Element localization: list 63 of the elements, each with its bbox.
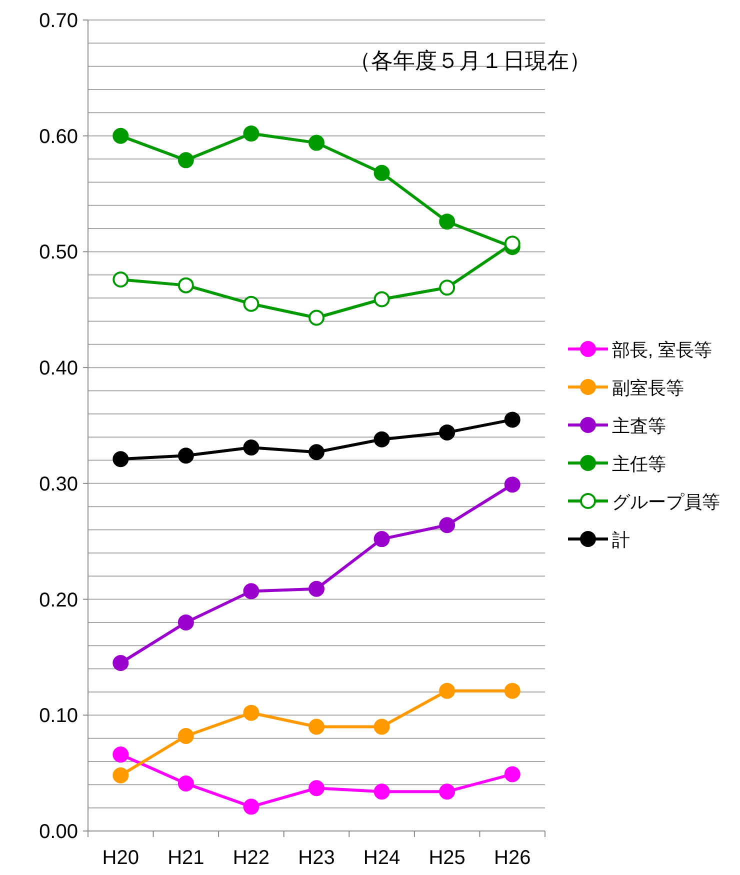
y-tick-label: 0.50 — [39, 242, 78, 264]
point — [178, 152, 194, 168]
legend-label: グループ員等 — [612, 492, 720, 512]
x-tick-label: H22 — [232, 847, 270, 869]
legend-label: 計 — [612, 530, 630, 550]
point — [308, 718, 324, 735]
y-tick-label: 0.10 — [39, 705, 78, 728]
point — [439, 517, 456, 534]
point — [439, 424, 456, 440]
y-tick-label: 0.00 — [39, 821, 78, 843]
x-tick-label: H21 — [168, 847, 204, 869]
point — [504, 412, 520, 428]
point — [504, 766, 520, 782]
point — [243, 440, 260, 456]
point — [112, 746, 129, 763]
point — [308, 780, 324, 796]
point — [504, 682, 520, 699]
point — [374, 164, 390, 181]
point — [243, 704, 260, 721]
x-tick-label: H26 — [494, 847, 531, 869]
x-tick-label: H25 — [428, 847, 466, 869]
point — [178, 614, 194, 630]
legend-label: 部長, 室長等 — [612, 340, 712, 360]
point — [308, 310, 324, 326]
point — [112, 451, 129, 468]
point — [308, 444, 324, 460]
x-tick-label: H24 — [363, 847, 400, 869]
legend-label: 副室長等 — [612, 378, 684, 398]
point — [504, 476, 520, 493]
point — [308, 134, 324, 151]
point — [112, 767, 129, 784]
point — [374, 431, 390, 448]
point — [374, 784, 390, 800]
point — [112, 655, 129, 672]
legend-label: 主任等 — [612, 454, 666, 474]
point — [243, 126, 260, 142]
y-tick-label: 0.40 — [39, 358, 78, 380]
point — [504, 236, 520, 252]
point — [374, 291, 390, 308]
legend-label: 主査等 — [612, 416, 666, 436]
point — [112, 128, 129, 144]
point — [439, 280, 456, 296]
point — [308, 580, 324, 597]
point — [178, 277, 194, 294]
point — [178, 728, 194, 744]
annotation: （各年度５月１日現在） — [349, 48, 591, 73]
point — [243, 296, 260, 312]
point — [178, 448, 194, 464]
point — [374, 718, 390, 735]
point — [178, 776, 194, 792]
x-tick-label: H20 — [102, 847, 139, 869]
y-tick-label: 0.70 — [39, 10, 78, 32]
y-tick-label: 0.30 — [39, 473, 78, 496]
point — [112, 272, 129, 288]
point — [374, 531, 390, 548]
y-tick-label: 0.20 — [39, 589, 78, 612]
point — [243, 798, 260, 815]
point — [439, 784, 456, 800]
y-tick-label: 0.60 — [39, 126, 78, 148]
point — [439, 214, 456, 230]
x-tick-label: H23 — [298, 847, 335, 869]
point — [439, 682, 456, 699]
point — [243, 583, 260, 600]
